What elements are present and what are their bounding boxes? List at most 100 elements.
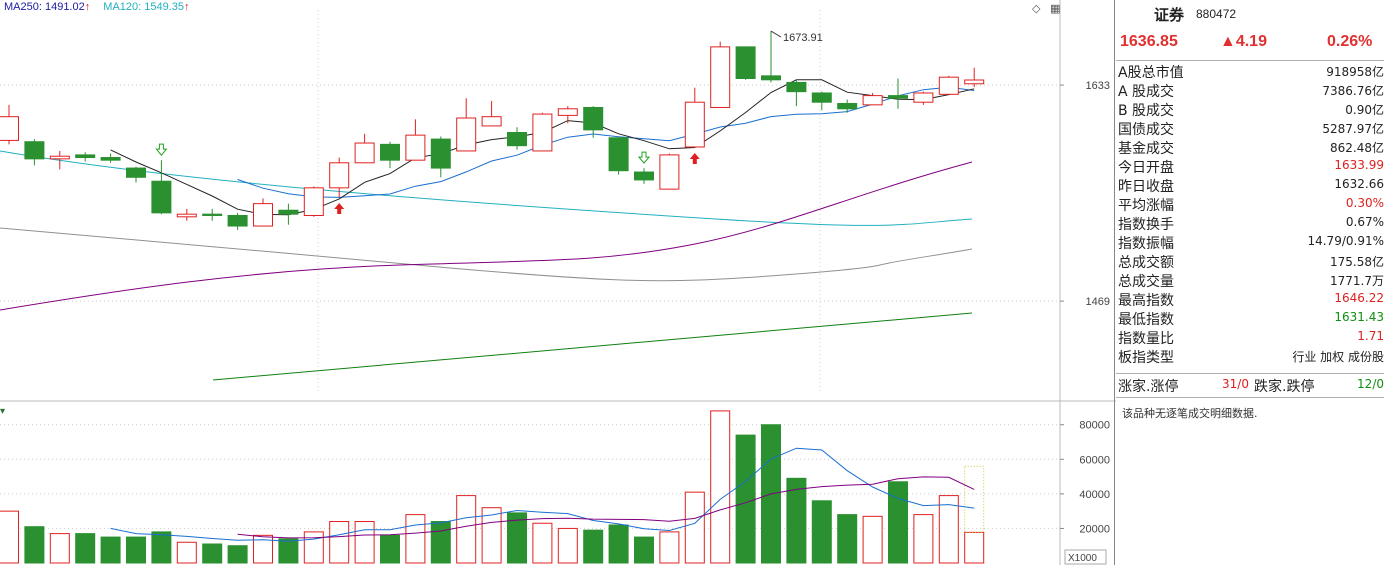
settings-icon[interactable]: ▦ bbox=[1050, 2, 1061, 15]
candle-body bbox=[176, 213, 197, 218]
candle-body bbox=[354, 142, 375, 164]
candle-body bbox=[862, 95, 883, 106]
volume-bar bbox=[49, 533, 70, 564]
stat-value: 1633.99 bbox=[1334, 158, 1384, 172]
candle-body bbox=[634, 171, 654, 181]
diamond-icon[interactable]: ◇ bbox=[1032, 2, 1041, 15]
stat-value: 0.67% bbox=[1345, 215, 1384, 229]
volume-bar bbox=[126, 536, 146, 564]
sell-arrow-icon bbox=[637, 151, 651, 164]
candlesticks: 1673.91 bbox=[0, 30, 985, 230]
down-label: 跌家.跌停 bbox=[1254, 379, 1315, 395]
down-value: 12/0 bbox=[1357, 377, 1384, 391]
volume-forecast-box bbox=[964, 465, 985, 533]
volume-bar bbox=[202, 543, 223, 564]
candle-body bbox=[507, 132, 527, 147]
candle-body bbox=[964, 79, 985, 85]
volume-bar bbox=[176, 541, 197, 564]
volume-bar bbox=[837, 514, 858, 564]
stat-label: 国债成交 bbox=[1118, 122, 1174, 138]
volume-bar bbox=[710, 410, 731, 564]
ma10-line bbox=[237, 86, 975, 198]
candle-body bbox=[913, 92, 934, 103]
buy-arrow-icon bbox=[334, 203, 345, 215]
volume-bar bbox=[456, 495, 477, 564]
volume-bar bbox=[964, 531, 985, 564]
stat-row: 指数量比 1.71 bbox=[1118, 328, 1384, 347]
stock-chart[interactable]: 1673.91 1633 1469 80000 60000 40000 20000 X100… bbox=[0, 0, 1116, 565]
candle-body bbox=[0, 116, 19, 141]
candle-body bbox=[888, 95, 908, 99]
volume-ma10-line bbox=[237, 476, 975, 539]
volume-bar bbox=[659, 531, 680, 564]
candle-body bbox=[303, 187, 324, 216]
stat-label: 最高指数 bbox=[1118, 293, 1174, 309]
volume-bar bbox=[634, 536, 654, 564]
stat-label: A股总市值 bbox=[1118, 65, 1184, 81]
volume-bar bbox=[303, 531, 324, 564]
up-label: 涨家.涨停 bbox=[1118, 379, 1179, 395]
stat-row: 今日开盘 1633.99 bbox=[1118, 157, 1384, 176]
volume-unit-label: X1000 bbox=[1068, 553, 1097, 564]
ma30-line bbox=[0, 161, 973, 311]
stat-value: 862.48亿 bbox=[1330, 141, 1384, 155]
up-value: 31/0 bbox=[1222, 377, 1249, 391]
high-annotation: 1673.91 bbox=[783, 32, 823, 44]
stat-label: 今日开盘 bbox=[1118, 160, 1174, 176]
volume-bar bbox=[405, 514, 426, 564]
stat-value: 918958亿 bbox=[1326, 65, 1384, 79]
volume-ma5-line bbox=[110, 447, 975, 542]
candle-body bbox=[126, 167, 146, 178]
candle-body bbox=[481, 116, 502, 127]
volume-bar bbox=[811, 500, 832, 564]
volume-bar bbox=[608, 524, 629, 564]
stat-row: 基金成交 862.48亿 bbox=[1118, 138, 1384, 157]
up-arrow-icon: ↑ bbox=[184, 1, 190, 13]
current-price: 1636.85 bbox=[1120, 33, 1178, 50]
stat-row: B 股成交 0.90亿 bbox=[1118, 100, 1384, 119]
stat-value: 行业 加权 成份股 bbox=[1292, 350, 1384, 364]
stat-value: 1646.22 bbox=[1334, 291, 1384, 305]
volume-unit-box bbox=[1064, 549, 1107, 565]
volume-bar bbox=[329, 521, 350, 564]
volume-bar bbox=[75, 533, 96, 564]
stat-label: B 股成交 bbox=[1118, 103, 1175, 119]
volume-bars bbox=[0, 410, 985, 564]
candle-body bbox=[380, 143, 400, 161]
volume-bar bbox=[735, 434, 756, 564]
candle-body bbox=[786, 81, 807, 93]
price-axis-label: 1633 bbox=[1086, 80, 1110, 92]
stat-label: 平均涨幅 bbox=[1118, 198, 1174, 214]
volume-axis-label: 60000 bbox=[1079, 454, 1110, 466]
volume-axis-label: 80000 bbox=[1079, 420, 1110, 432]
quote-panel: 证券 880472 1636.85 ▲4.19 0.26% A股总市值 91895… bbox=[1116, 0, 1384, 565]
stat-label: 最低指数 bbox=[1118, 312, 1174, 328]
stat-row: 国债成交 5287.97亿 bbox=[1118, 119, 1384, 138]
ma120-label: MA120: 1549.35 bbox=[103, 1, 185, 13]
candle-body bbox=[329, 162, 350, 189]
volume-bar bbox=[862, 515, 883, 564]
volume-bar bbox=[100, 536, 121, 564]
stat-value: 5287.97亿 bbox=[1322, 122, 1384, 136]
volume-bar bbox=[354, 521, 375, 564]
stat-value: 1771.7万 bbox=[1330, 274, 1384, 288]
volume-axis-label: 40000 bbox=[1079, 489, 1110, 501]
candle-body bbox=[735, 46, 756, 79]
up-arrow-icon: ↑ bbox=[84, 1, 91, 13]
volume-bar bbox=[0, 510, 19, 564]
stat-row: 最高指数 1646.22 bbox=[1118, 290, 1384, 309]
candle-body bbox=[938, 76, 959, 95]
candle-body bbox=[430, 138, 451, 169]
stat-value: 7386.76亿 bbox=[1322, 84, 1384, 98]
volume-bar bbox=[532, 522, 553, 564]
volume-panel-icon: ▾ bbox=[0, 406, 5, 417]
stat-row: 指数振幅 14.79/0.91% bbox=[1118, 233, 1384, 252]
candle-body bbox=[659, 154, 680, 190]
stat-label: 指数量比 bbox=[1118, 331, 1174, 347]
candle-body bbox=[532, 113, 553, 152]
stat-value: 1632.66 bbox=[1334, 177, 1384, 191]
buy-arrow-icon bbox=[689, 152, 700, 164]
ma250-label: MA250: 1491.02 bbox=[4, 1, 85, 13]
candle-body bbox=[405, 134, 426, 161]
stat-row: 平均涨幅 0.30% bbox=[1118, 195, 1384, 214]
